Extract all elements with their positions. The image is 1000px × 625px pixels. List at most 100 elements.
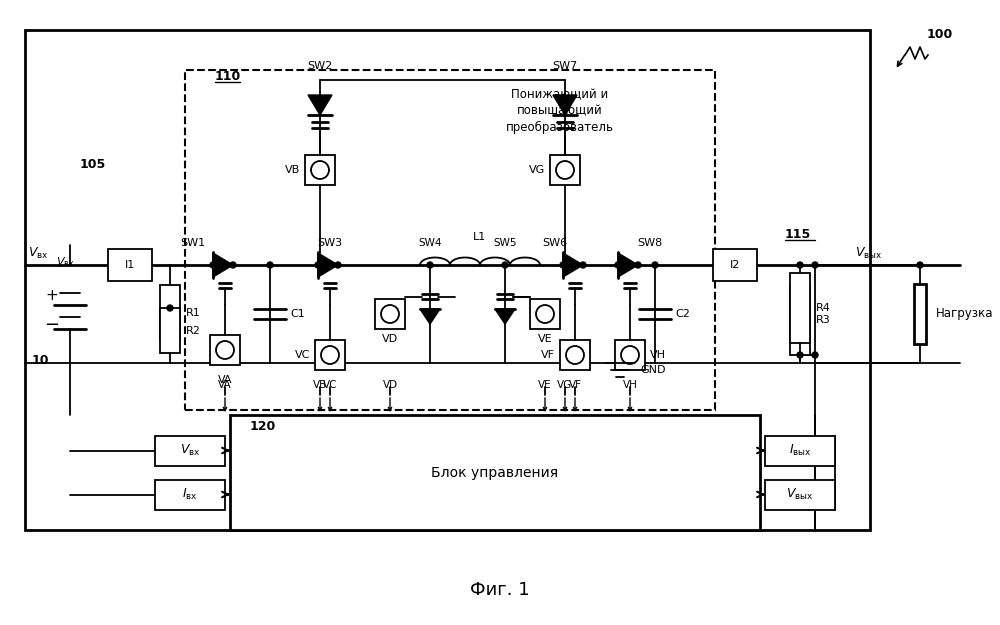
Circle shape (167, 305, 173, 311)
Bar (230, 415, 760, 530)
Text: $V_{\rm вх}$: $V_{\rm вх}$ (56, 255, 75, 269)
Polygon shape (420, 309, 440, 324)
Bar (790, 285, 810, 355)
Bar (790, 273, 810, 343)
Text: R4: R4 (816, 303, 831, 313)
Text: SW3: SW3 (317, 238, 343, 248)
Circle shape (210, 262, 216, 268)
Bar (615, 340, 645, 370)
Text: VG: VG (529, 165, 545, 175)
Circle shape (317, 262, 323, 268)
Text: VE: VE (538, 334, 552, 344)
Circle shape (335, 262, 341, 268)
Polygon shape (308, 95, 332, 115)
Text: $V_{\rm вх}$: $V_{\rm вх}$ (180, 443, 200, 458)
Bar (765, 479, 835, 509)
Text: повышающий: повышающий (517, 104, 603, 118)
Polygon shape (563, 253, 583, 277)
Bar (25, 30, 870, 530)
Bar (765, 436, 835, 466)
Circle shape (427, 262, 433, 268)
Text: C2: C2 (675, 309, 690, 319)
Text: $V_{\rm вых}$: $V_{\rm вых}$ (855, 246, 883, 261)
Text: VE: VE (538, 380, 552, 390)
Text: SW6: SW6 (542, 238, 568, 248)
Text: GND: GND (640, 365, 666, 375)
Text: Блок управления: Блок управления (431, 466, 559, 479)
Text: Понижающий и: Понижающий и (511, 89, 609, 101)
Circle shape (562, 262, 568, 268)
Text: 10: 10 (31, 354, 49, 366)
Text: SW7: SW7 (552, 61, 578, 71)
Circle shape (315, 262, 321, 268)
Circle shape (560, 262, 566, 268)
Circle shape (917, 262, 923, 268)
Text: R3: R3 (816, 315, 831, 325)
Bar (185, 70, 715, 410)
Bar (375, 299, 405, 329)
Text: R2: R2 (186, 326, 201, 336)
Text: VA: VA (218, 375, 232, 385)
Circle shape (502, 262, 508, 268)
Text: I2: I2 (730, 260, 740, 270)
Text: +: + (46, 288, 58, 302)
Text: VH: VH (623, 380, 637, 390)
Text: $I_{\rm вх}$: $I_{\rm вх}$ (182, 487, 198, 502)
Text: R1: R1 (186, 308, 201, 318)
Text: 120: 120 (250, 421, 276, 434)
Text: VC: VC (323, 380, 337, 390)
Text: SW1: SW1 (180, 238, 205, 248)
Polygon shape (553, 95, 577, 115)
Polygon shape (618, 253, 638, 277)
Bar (160, 285, 180, 340)
Circle shape (230, 262, 236, 268)
Bar (315, 340, 345, 370)
Polygon shape (213, 253, 233, 277)
Text: −: − (44, 316, 60, 334)
Text: VG: VG (557, 380, 573, 390)
Bar (305, 155, 335, 185)
Text: VB: VB (285, 165, 300, 175)
Bar (155, 479, 225, 509)
Text: 105: 105 (80, 159, 106, 171)
Bar (560, 340, 590, 370)
Bar (155, 436, 225, 466)
Text: L1: L1 (473, 232, 487, 242)
Text: 100: 100 (927, 29, 953, 41)
Text: 110: 110 (215, 71, 241, 84)
Text: VF: VF (568, 380, 582, 390)
Text: $V_{\rm вх}$: $V_{\rm вх}$ (28, 246, 49, 261)
Text: преобразователь: преобразователь (506, 121, 614, 134)
Text: $V_{\rm вых}$: $V_{\rm вых}$ (786, 487, 814, 502)
Circle shape (267, 262, 273, 268)
Circle shape (797, 352, 803, 358)
Circle shape (812, 262, 818, 268)
Circle shape (797, 262, 803, 268)
Bar (914, 284, 926, 344)
Text: VC: VC (295, 350, 310, 360)
Text: SW5: SW5 (493, 238, 517, 248)
Bar (530, 299, 560, 329)
Text: SW2: SW2 (307, 61, 333, 71)
Bar (108, 249, 152, 281)
Text: 115: 115 (785, 229, 811, 241)
Text: VF: VF (541, 350, 555, 360)
Circle shape (635, 262, 641, 268)
Circle shape (580, 262, 586, 268)
Text: VD: VD (382, 334, 398, 344)
Bar (160, 308, 180, 353)
Text: VB: VB (313, 380, 327, 390)
Bar (550, 155, 580, 185)
Text: VH: VH (650, 350, 666, 360)
Text: $I_{\rm вых}$: $I_{\rm вых}$ (789, 443, 811, 458)
Circle shape (652, 262, 658, 268)
Text: VA: VA (218, 380, 232, 390)
Bar (713, 249, 757, 281)
Polygon shape (318, 253, 338, 277)
Text: C1: C1 (290, 309, 305, 319)
Text: Нагрузка: Нагрузка (936, 308, 994, 321)
Bar (210, 335, 240, 365)
Text: I1: I1 (125, 260, 135, 270)
Text: Фиг. 1: Фиг. 1 (470, 581, 530, 599)
Text: SW4: SW4 (418, 238, 442, 248)
